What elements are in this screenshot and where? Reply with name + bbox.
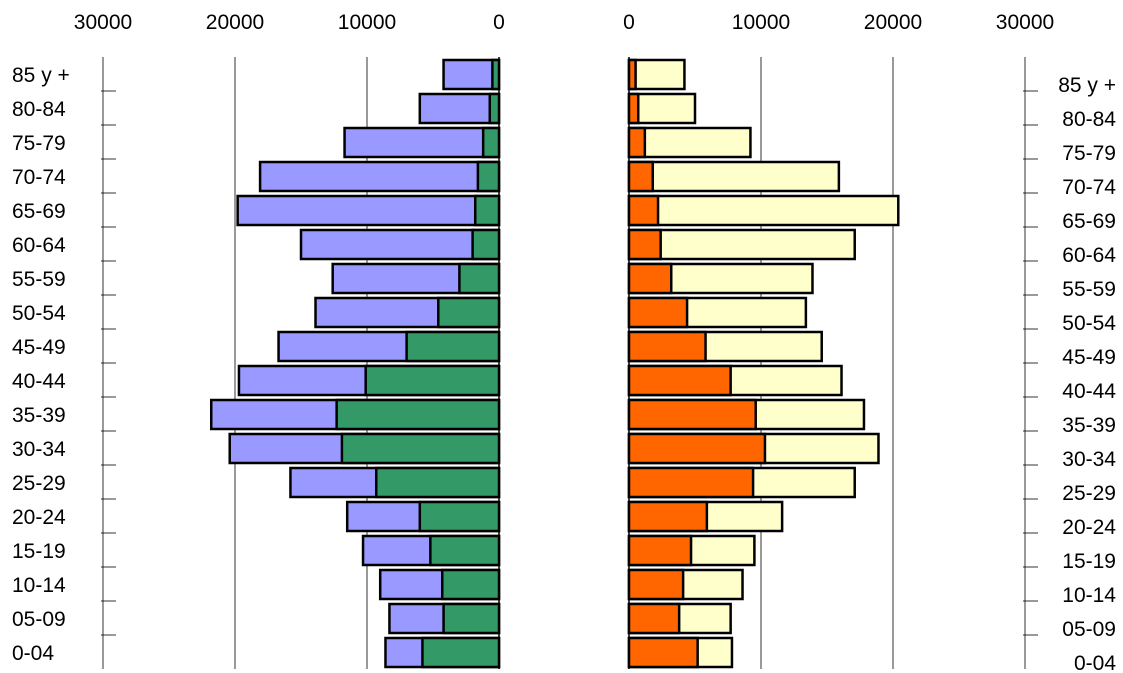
category-label: 20-24 xyxy=(12,506,66,529)
x-tick-label: 30000 xyxy=(996,11,1054,34)
bar-right-series-1 xyxy=(627,330,707,363)
category-label: 40-44 xyxy=(1062,380,1116,403)
category-label: 75-79 xyxy=(1062,142,1116,165)
x-tick-label: 10000 xyxy=(732,11,790,34)
bar-right-series-0 xyxy=(627,160,841,193)
category-label: 70-74 xyxy=(12,166,66,189)
bar-right-series-0 xyxy=(627,58,686,91)
bar-right-series-1 xyxy=(627,228,662,261)
bar-right-series-0 xyxy=(627,92,697,125)
x-tick-label: 20000 xyxy=(206,11,264,34)
bar-left-series-1 xyxy=(476,160,501,193)
category-label: 25-29 xyxy=(1062,482,1116,505)
bar-right-series-1 xyxy=(627,364,732,397)
right-panel: 0 10000 20000 30000 85 y + 80-84 75-79 70-74 65-… xyxy=(623,11,1116,673)
bar-right-series-0 xyxy=(627,194,900,227)
category-label: 0-04 xyxy=(12,642,54,665)
category-label: 30-34 xyxy=(12,438,66,461)
bar-right-series-1 xyxy=(627,262,673,295)
bar-right-series-1 xyxy=(627,432,767,465)
category-label: 65-69 xyxy=(1062,210,1116,233)
bar-left-series-1 xyxy=(442,602,501,635)
bar-left-series-1 xyxy=(481,126,501,159)
bar-left-series-1 xyxy=(405,330,501,363)
category-label: 55-59 xyxy=(12,268,66,291)
bar-left-series-1 xyxy=(429,534,501,567)
x-tick-label: 0 xyxy=(623,11,635,34)
category-label: 80-84 xyxy=(12,98,66,121)
category-label: 60-64 xyxy=(1062,244,1116,267)
bar-right-series-1 xyxy=(627,500,709,533)
bar-left-series-0 xyxy=(343,126,501,159)
bar-left-series-1 xyxy=(458,262,501,295)
bar-left-series-1 xyxy=(488,92,501,125)
category-label: 70-74 xyxy=(1062,176,1116,199)
category-label: 45-49 xyxy=(12,336,66,359)
bar-left-series-0 xyxy=(258,160,501,193)
bar-right-series-1 xyxy=(627,398,757,431)
bar-left-series-1 xyxy=(437,296,501,329)
category-label: 10-14 xyxy=(12,574,66,597)
category-label: 15-19 xyxy=(12,540,66,563)
category-label: 50-54 xyxy=(12,302,66,325)
category-label: 80-84 xyxy=(1062,108,1116,131)
bar-right-series-1 xyxy=(627,160,655,193)
category-label: 55-59 xyxy=(1062,278,1116,301)
bar-left-series-1 xyxy=(418,500,501,533)
bar-left-series-1 xyxy=(421,636,501,669)
left-panel: 30000 20000 10000 0 85 y + 80-84 75-79 70-74 65-… xyxy=(12,11,505,669)
category-label: 10-14 xyxy=(1062,584,1116,607)
bar-left-series-1 xyxy=(340,432,501,465)
bar-right-series-0 xyxy=(627,228,856,261)
category-label: 60-64 xyxy=(12,234,66,257)
bar-right-series-1 xyxy=(627,194,660,227)
category-label: 05-09 xyxy=(12,608,66,631)
x-tick-label: 20000 xyxy=(864,11,922,34)
x-tick-label: 0 xyxy=(493,11,505,34)
bar-left-series-0 xyxy=(418,92,501,125)
bar-left-series-0 xyxy=(299,228,501,261)
bar-left-series-1 xyxy=(491,58,501,91)
category-label: 40-44 xyxy=(12,370,66,393)
bar-right-series-0 xyxy=(627,126,752,159)
bar-right-series-1 xyxy=(627,636,699,669)
bar-left-series-0 xyxy=(442,58,501,91)
bar-right-series-1 xyxy=(627,466,755,499)
bar-left-series-0 xyxy=(236,194,501,227)
category-label: 50-54 xyxy=(1062,312,1116,335)
category-label: 05-09 xyxy=(1062,618,1116,641)
category-label: 30-34 xyxy=(1062,448,1116,471)
category-label: 65-69 xyxy=(12,200,66,223)
category-label: 0-04 xyxy=(1074,652,1116,673)
category-label: 35-39 xyxy=(1062,414,1116,437)
bar-right-series-1 xyxy=(627,568,685,601)
category-label: 85 y + xyxy=(12,64,70,87)
bar-right-series-1 xyxy=(627,296,689,329)
bar-right-series-1 xyxy=(627,126,647,159)
category-label: 15-19 xyxy=(1062,550,1116,573)
x-tick-label: 10000 xyxy=(338,11,396,34)
category-label: 35-39 xyxy=(12,404,66,427)
bar-left-series-1 xyxy=(473,194,501,227)
category-label: 20-24 xyxy=(1062,516,1116,539)
category-label: 25-29 xyxy=(12,472,66,495)
bar-left-series-1 xyxy=(471,228,501,261)
bar-left-series-1 xyxy=(374,466,501,499)
bar-right-series-1 xyxy=(627,602,681,635)
bar-left-series-1 xyxy=(364,364,501,397)
category-label: 85 y + xyxy=(1058,74,1116,97)
category-label: 75-79 xyxy=(12,132,66,155)
bar-right-series-1 xyxy=(627,534,693,567)
bar-right-series-1 xyxy=(627,92,640,125)
bar-right-series-1 xyxy=(627,58,637,91)
x-tick-label: 30000 xyxy=(74,11,132,34)
bar-left-series-1 xyxy=(440,568,501,601)
category-label: 45-49 xyxy=(1062,346,1116,369)
bar-left-series-1 xyxy=(335,398,501,431)
